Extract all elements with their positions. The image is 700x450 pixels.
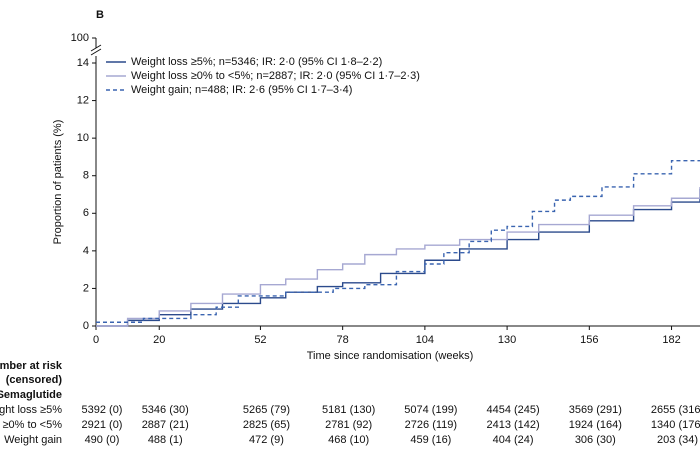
risk-cell: 5392 (0)	[82, 404, 123, 416]
x-tick-label: 20	[153, 334, 165, 346]
risk-cell: 4454 (245)	[486, 404, 539, 416]
risk-cell: 459 (16)	[410, 434, 451, 446]
y-tick-label: 14	[77, 57, 89, 69]
y-tick-label: 6	[83, 207, 89, 219]
risk-cell: 468 (10)	[328, 434, 369, 446]
risk-cell: 1340 (176)	[651, 419, 700, 431]
risk-cell: 2413 (142)	[486, 419, 539, 431]
x-axis-label: Time since randomisation (weeks)	[307, 350, 473, 362]
y-axis-label: Proportion of patients (%)	[52, 120, 64, 245]
risk-cell: 404 (24)	[493, 434, 534, 446]
x-tick-label: 0	[93, 334, 99, 346]
series-line	[96, 188, 700, 327]
y-tick-label: 10	[77, 132, 89, 144]
risk-row-label: Weight gain	[4, 434, 62, 446]
risk-cell: 1924 (164)	[569, 419, 622, 431]
risk-cell: 488 (1)	[148, 434, 183, 446]
x-tick-label: 130	[498, 334, 516, 346]
legend-label: Weight loss ≥5%; n=5346; IR: 2·0 (95% CI…	[131, 56, 382, 68]
y-tick-label: 8	[83, 170, 89, 182]
risk-row-label: eight loss ≥5%	[0, 404, 62, 416]
risk-cell: 2781 (92)	[325, 419, 372, 431]
y-tick-label: 0	[83, 320, 89, 332]
risk-cell: 5074 (199)	[404, 404, 457, 416]
x-tick-label: 104	[416, 334, 434, 346]
series-line	[96, 159, 700, 323]
risk-cell: 203 (34)	[657, 434, 698, 446]
risk-cell: 306 (30)	[575, 434, 616, 446]
risk-cell: 2921 (0)	[82, 419, 123, 431]
legend-label: Weight gain; n=488; IR: 2·6 (95% CI 1·7–…	[131, 84, 352, 96]
x-tick-label: 78	[337, 334, 349, 346]
risk-cell: 472 (9)	[249, 434, 284, 446]
x-tick-label: 156	[580, 334, 598, 346]
y-tick-label: 4	[83, 245, 89, 257]
panel-label: B	[96, 9, 104, 21]
risk-cell: 5346 (30)	[142, 404, 189, 416]
risk-title: umber at risk	[0, 360, 63, 372]
risk-cell: 2655 (316)	[651, 404, 700, 416]
series-line	[96, 186, 700, 327]
risk-subtitle: (censored)	[6, 374, 63, 386]
risk-row-label: s ≥0% to <5%	[0, 419, 62, 431]
risk-cell: 5181 (130)	[322, 404, 375, 416]
risk-group: Semaglutide	[0, 389, 62, 401]
legend-label: Weight loss ≥0% to <5%; n=2887; IR: 2·0 …	[131, 70, 420, 82]
risk-cell: 2825 (65)	[243, 419, 290, 431]
x-tick-label: 182	[662, 334, 680, 346]
risk-cell: 3569 (291)	[569, 404, 622, 416]
risk-cell: 5265 (79)	[243, 404, 290, 416]
y-tick-label: 12	[77, 94, 89, 106]
y-tick-label: 100	[71, 32, 89, 44]
risk-cell: 2726 (119)	[405, 419, 457, 431]
risk-cell: 2887 (21)	[142, 419, 189, 431]
y-tick-label: 2	[83, 282, 89, 294]
risk-cell: 490 (0)	[85, 434, 120, 446]
axis-break	[90, 44, 102, 56]
x-tick-label: 52	[254, 334, 266, 346]
